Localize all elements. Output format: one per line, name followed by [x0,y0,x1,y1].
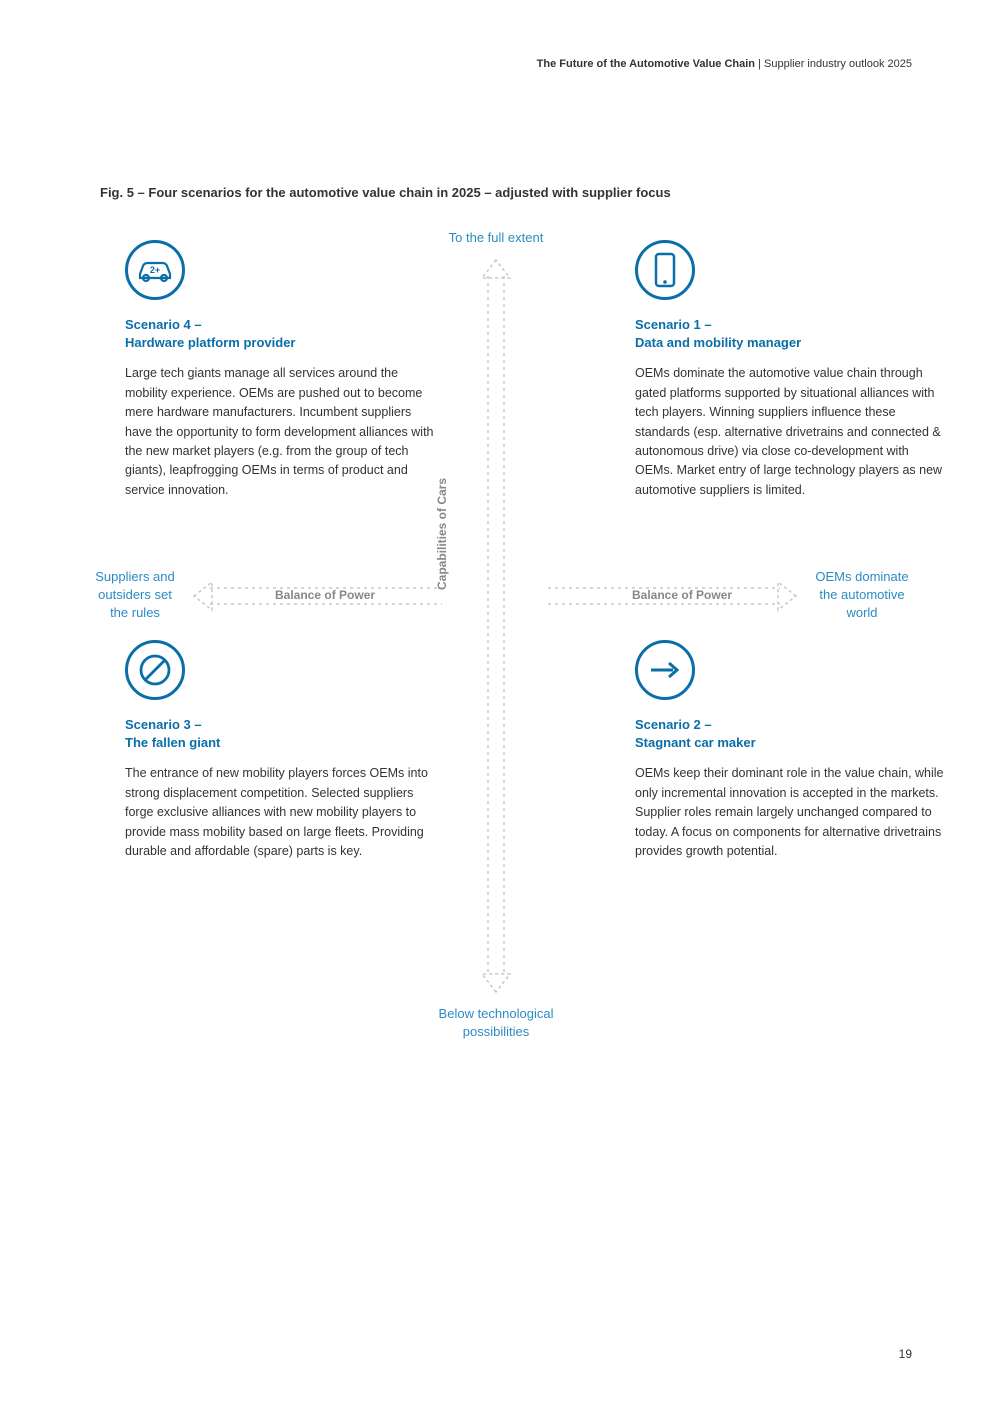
mobile-device-icon [635,240,695,300]
car-share-icon: 2+ [125,240,185,300]
scenario-2-label: Scenario 2 – Stagnant car maker [635,716,945,752]
axis-label-bottom: Below technological possibilities [80,1005,912,1041]
vertical-axis-arrow [478,256,514,996]
header-title-bold: The Future of the Automotive Value Chain [537,58,755,70]
scenario-4-label-line2: Hardware platform provider [125,335,296,350]
scenario-3-label-line1: Scenario 3 – [125,717,202,732]
scenario-1-label-line2: Data and mobility manager [635,335,801,350]
svg-text:2+: 2+ [150,265,160,275]
horizontal-axis-caption-right: Balance of Power [632,588,732,602]
header-title-rest: | Supplier industry outlook 2025 [755,58,912,70]
scenario-4-body: Large tech giants manage all services ar… [125,364,435,500]
scenario-diagram: To the full extent Capabilities of Cars … [80,230,912,1130]
axis-label-left: Suppliers and outsiders set the rules [80,568,190,623]
scenario-2-body: OEMs keep their dominant role in the val… [635,764,945,861]
scenario-1: Scenario 1 – Data and mobility manager O… [635,240,945,500]
scenario-3-label-line2: The fallen giant [125,735,220,750]
scenario-4-label-line1: Scenario 4 – [125,317,202,332]
vertical-axis-caption: Capabilities of Cars [435,478,449,590]
scenario-1-label-line1: Scenario 1 – [635,317,712,332]
scenario-3-body: The entrance of new mobility players for… [125,764,435,861]
axis-label-right: OEMs dominate the automotive world [802,568,922,623]
arrow-right-icon [635,640,695,700]
scenario-3: Scenario 3 – The fallen giant The entran… [125,640,435,861]
scenario-2-label-line2: Stagnant car maker [635,735,756,750]
scenario-1-label: Scenario 1 – Data and mobility manager [635,316,945,352]
page-header: The Future of the Automotive Value Chain… [537,58,912,70]
page-number: 19 [899,1347,912,1361]
scenario-4: 2+ Scenario 4 – Hardware platform provid… [125,240,435,500]
scenario-4-label: Scenario 4 – Hardware platform provider [125,316,435,352]
figure-title: Fig. 5 – Four scenarios for the automoti… [100,185,671,200]
scenario-1-body: OEMs dominate the automotive value chain… [635,364,945,500]
scenario-2: Scenario 2 – Stagnant car maker OEMs kee… [635,640,945,861]
horizontal-axis-caption-left: Balance of Power [275,588,375,602]
scenario-2-label-line1: Scenario 2 – [635,717,712,732]
scenario-3-label: Scenario 3 – The fallen giant [125,716,435,752]
no-entry-icon [125,640,185,700]
